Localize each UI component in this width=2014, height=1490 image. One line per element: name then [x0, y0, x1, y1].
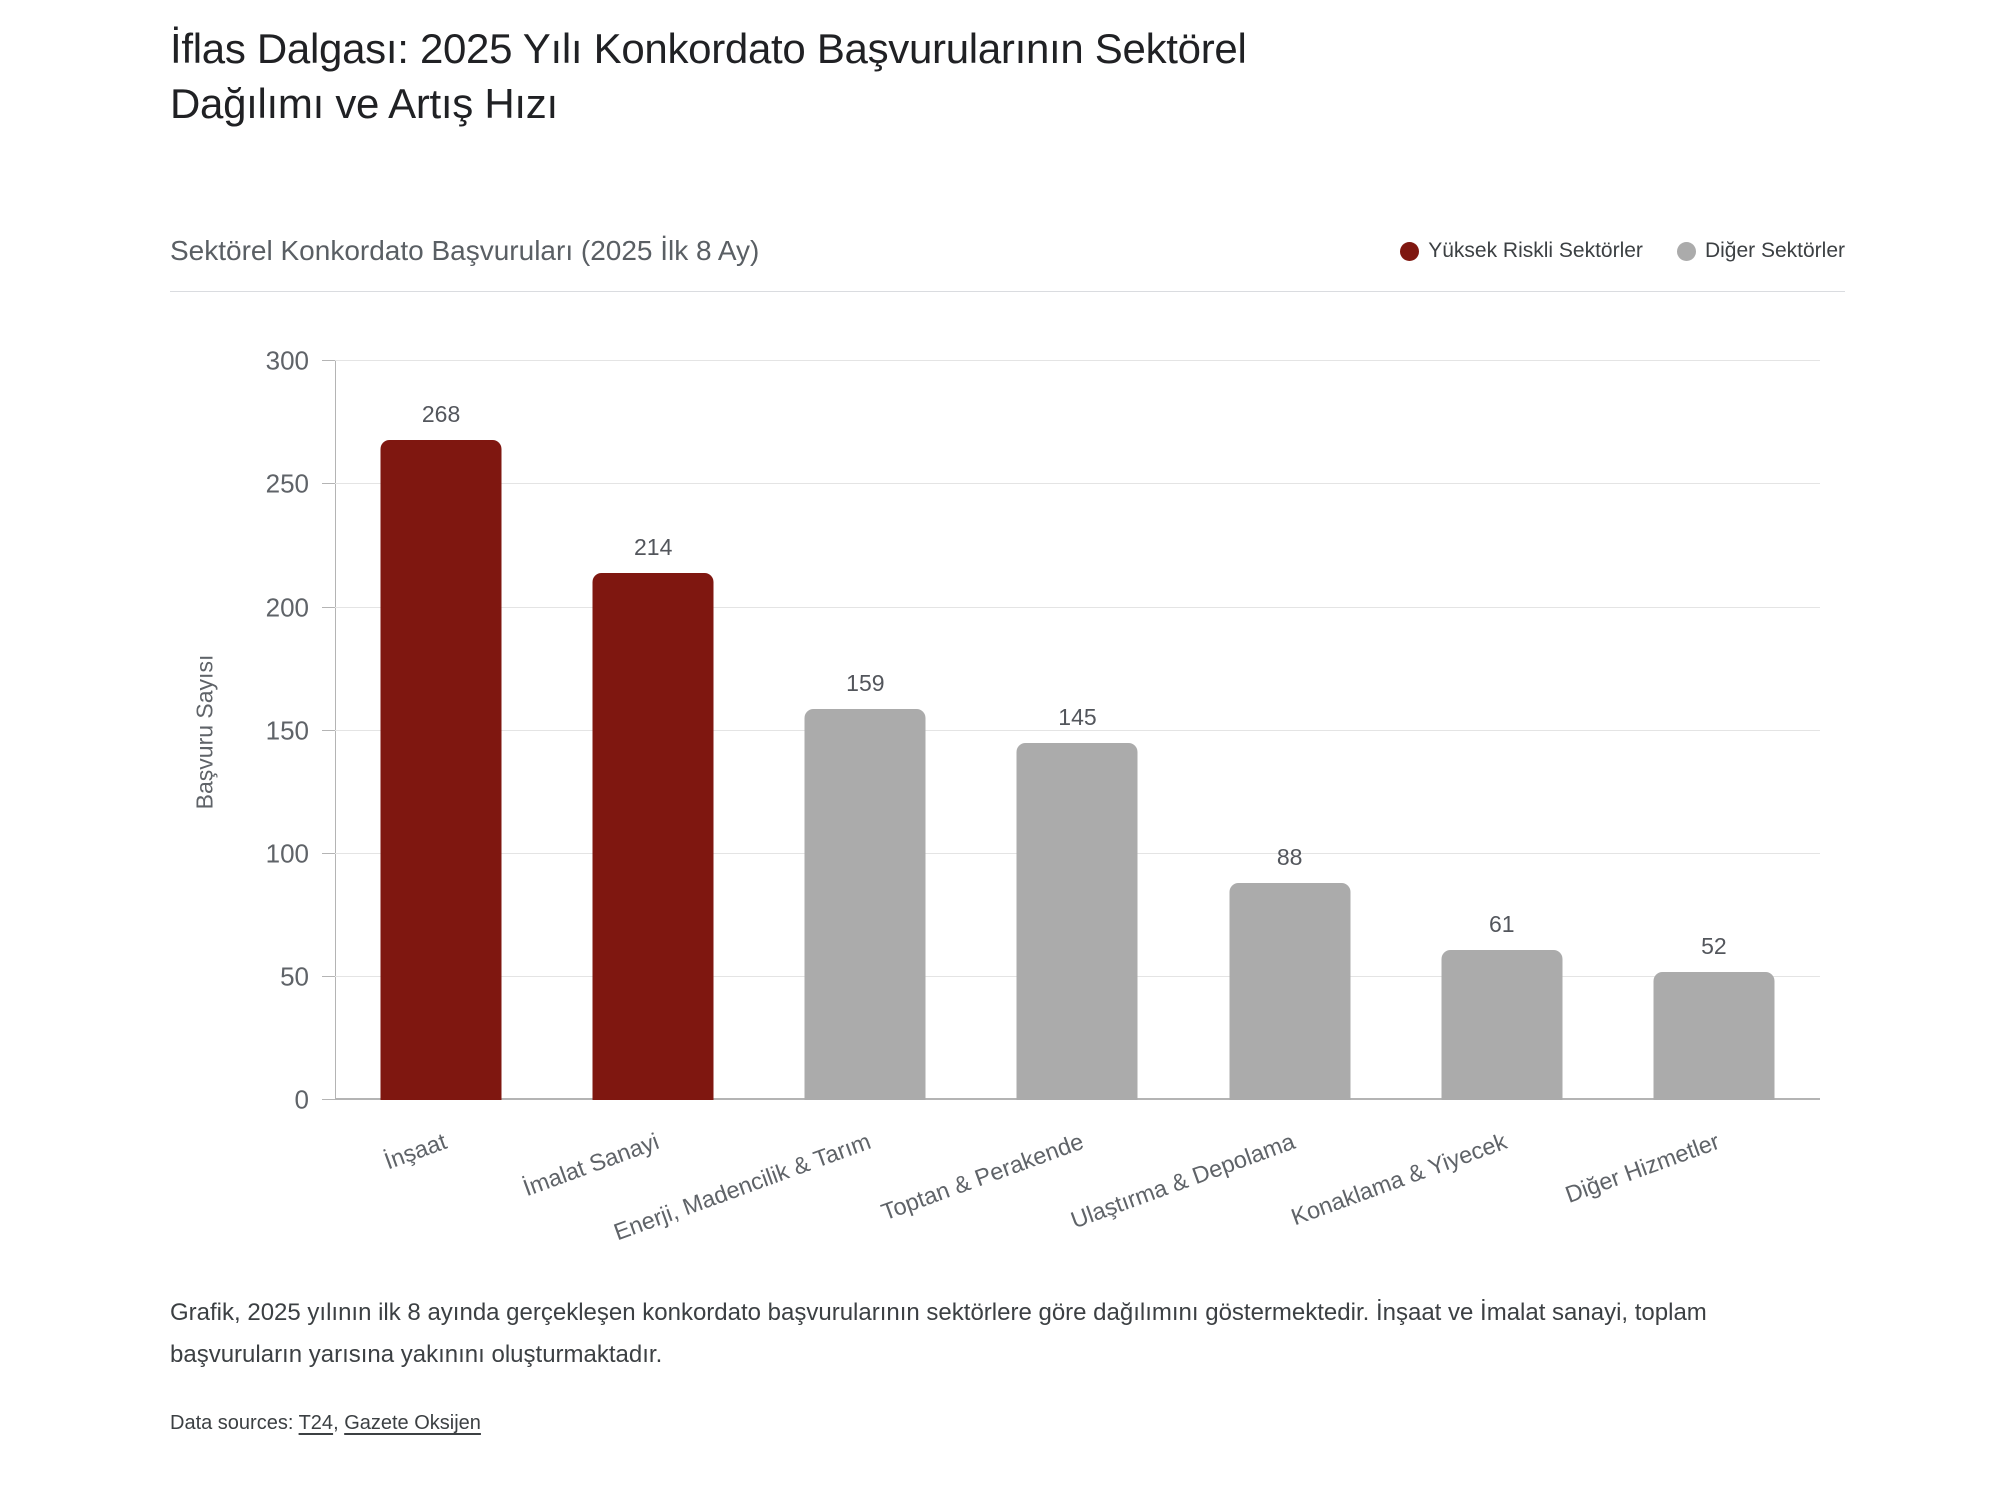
gridline — [335, 483, 1820, 485]
x-axis-label: Konaklama & Yiyecek — [1288, 1128, 1511, 1231]
legend-dot-other-icon — [1676, 241, 1696, 261]
y-tick-label: 50 — [280, 961, 309, 992]
bar-chart: Başvuru Sayısı 0 50 100 150 200 250 300 268 İnşa… — [170, 292, 1845, 1245]
y-tick-label: 300 — [265, 345, 309, 376]
bar-column: 268 İnşaat — [335, 361, 547, 1175]
legend-item-high-risk: Yüksek Riskli Sektörler — [1400, 239, 1643, 263]
y-tick-label: 200 — [265, 592, 309, 623]
bar-column: 159 Enerji, Madencilik & Tarım — [610, 361, 971, 1245]
x-axis-label: Ulaştırma & Depolama — [1067, 1128, 1299, 1234]
bar-value-label: 88 — [1276, 844, 1303, 871]
bar-value-label: 145 — [1058, 704, 1097, 731]
bar-column: 88 Ulaştırma & Depolama — [1067, 361, 1396, 1233]
data-sources-prefix: Data sources: — [170, 1412, 299, 1435]
legend-label-high-risk: Yüksek Riskli Sektörler — [1428, 239, 1643, 263]
bar[interactable] — [592, 573, 714, 1101]
y-tick-mark — [322, 729, 335, 731]
y-tick-mark — [322, 606, 335, 608]
x-axis-label: İnşaat — [380, 1128, 450, 1175]
x-axis-label: İmalat Sanayi — [519, 1128, 663, 1202]
bar-value-label: 214 — [634, 534, 673, 561]
bar-column: 214 İmalat Sanayi — [519, 361, 759, 1201]
gridline — [335, 606, 1820, 608]
chart-header: Sektörel Konkordato Başvuruları (2025 İl… — [170, 235, 1845, 267]
bar[interactable] — [1229, 883, 1351, 1101]
header-divider — [170, 291, 1845, 293]
bar-value-label: 159 — [846, 669, 885, 696]
bar-column: 61 Konaklama & Yiyecek — [1288, 361, 1608, 1230]
y-tick-label: 100 — [265, 838, 309, 869]
y-tick-mark — [322, 483, 335, 485]
bar[interactable] — [380, 440, 502, 1101]
bar[interactable] — [1653, 972, 1775, 1101]
gridline — [335, 360, 1820, 362]
y-tick-mark — [322, 1099, 335, 1101]
data-sources-separator: , — [333, 1412, 345, 1435]
bar-value-label: 61 — [1488, 910, 1515, 937]
y-tick-mark — [322, 976, 335, 978]
bar-column: 145 Toptan & Perakende — [877, 361, 1183, 1225]
x-axis-label: Toptan & Perakende — [877, 1128, 1087, 1226]
y-tick-label: 150 — [265, 715, 309, 746]
y-tick-mark — [322, 852, 335, 854]
legend-item-other: Diğer Sektörler — [1676, 239, 1845, 263]
bar[interactable] — [1441, 949, 1563, 1101]
bar-column: 52 Diğer Hizmetler — [1562, 361, 1820, 1208]
page-title: İflas Dalgası: 2025 Yılı Konkordato Başv… — [170, 25, 1247, 127]
data-sources: Data sources: T24, Gazete Oksijen — [170, 1412, 1845, 1435]
y-tick-label: 0 — [294, 1084, 309, 1115]
bar[interactable] — [804, 708, 926, 1101]
content: İflas Dalgası: 2025 Yılı Konkordato Başv… — [170, 0, 1845, 1435]
legend-label-other: Diğer Sektörler — [1704, 239, 1845, 263]
source-link-t24[interactable]: T24 — [298, 1412, 334, 1435]
plot-area: 0 50 100 150 200 250 300 268 İnşaat 214 İmalat San… — [266, 346, 1820, 1245]
y-axis-title: Başvuru Sayısı — [191, 654, 218, 810]
y-tick-mark — [322, 360, 335, 362]
bar-value-label: 268 — [421, 401, 461, 428]
x-axis-label: Diğer Hizmetler — [1561, 1128, 1723, 1208]
bar-value-label: 52 — [1701, 933, 1727, 960]
source-link-gazete-oksijen[interactable]: Gazete Oksijen — [344, 1412, 481, 1435]
chart-legend: Yüksek Riskli Sektörler Diğer Sektörler — [1400, 239, 1845, 263]
chart-title: Sektörel Konkordato Başvuruları (2025 İl… — [170, 235, 760, 267]
y-axis-line — [335, 361, 336, 1101]
bar[interactable] — [1016, 743, 1138, 1101]
chart-caption: Grafik, 2025 yılının ilk 8 ayında gerçek… — [170, 1299, 1707, 1369]
gridline — [335, 729, 1820, 731]
y-tick-label: 250 — [265, 468, 309, 499]
legend-dot-high-risk-icon — [1400, 241, 1420, 261]
